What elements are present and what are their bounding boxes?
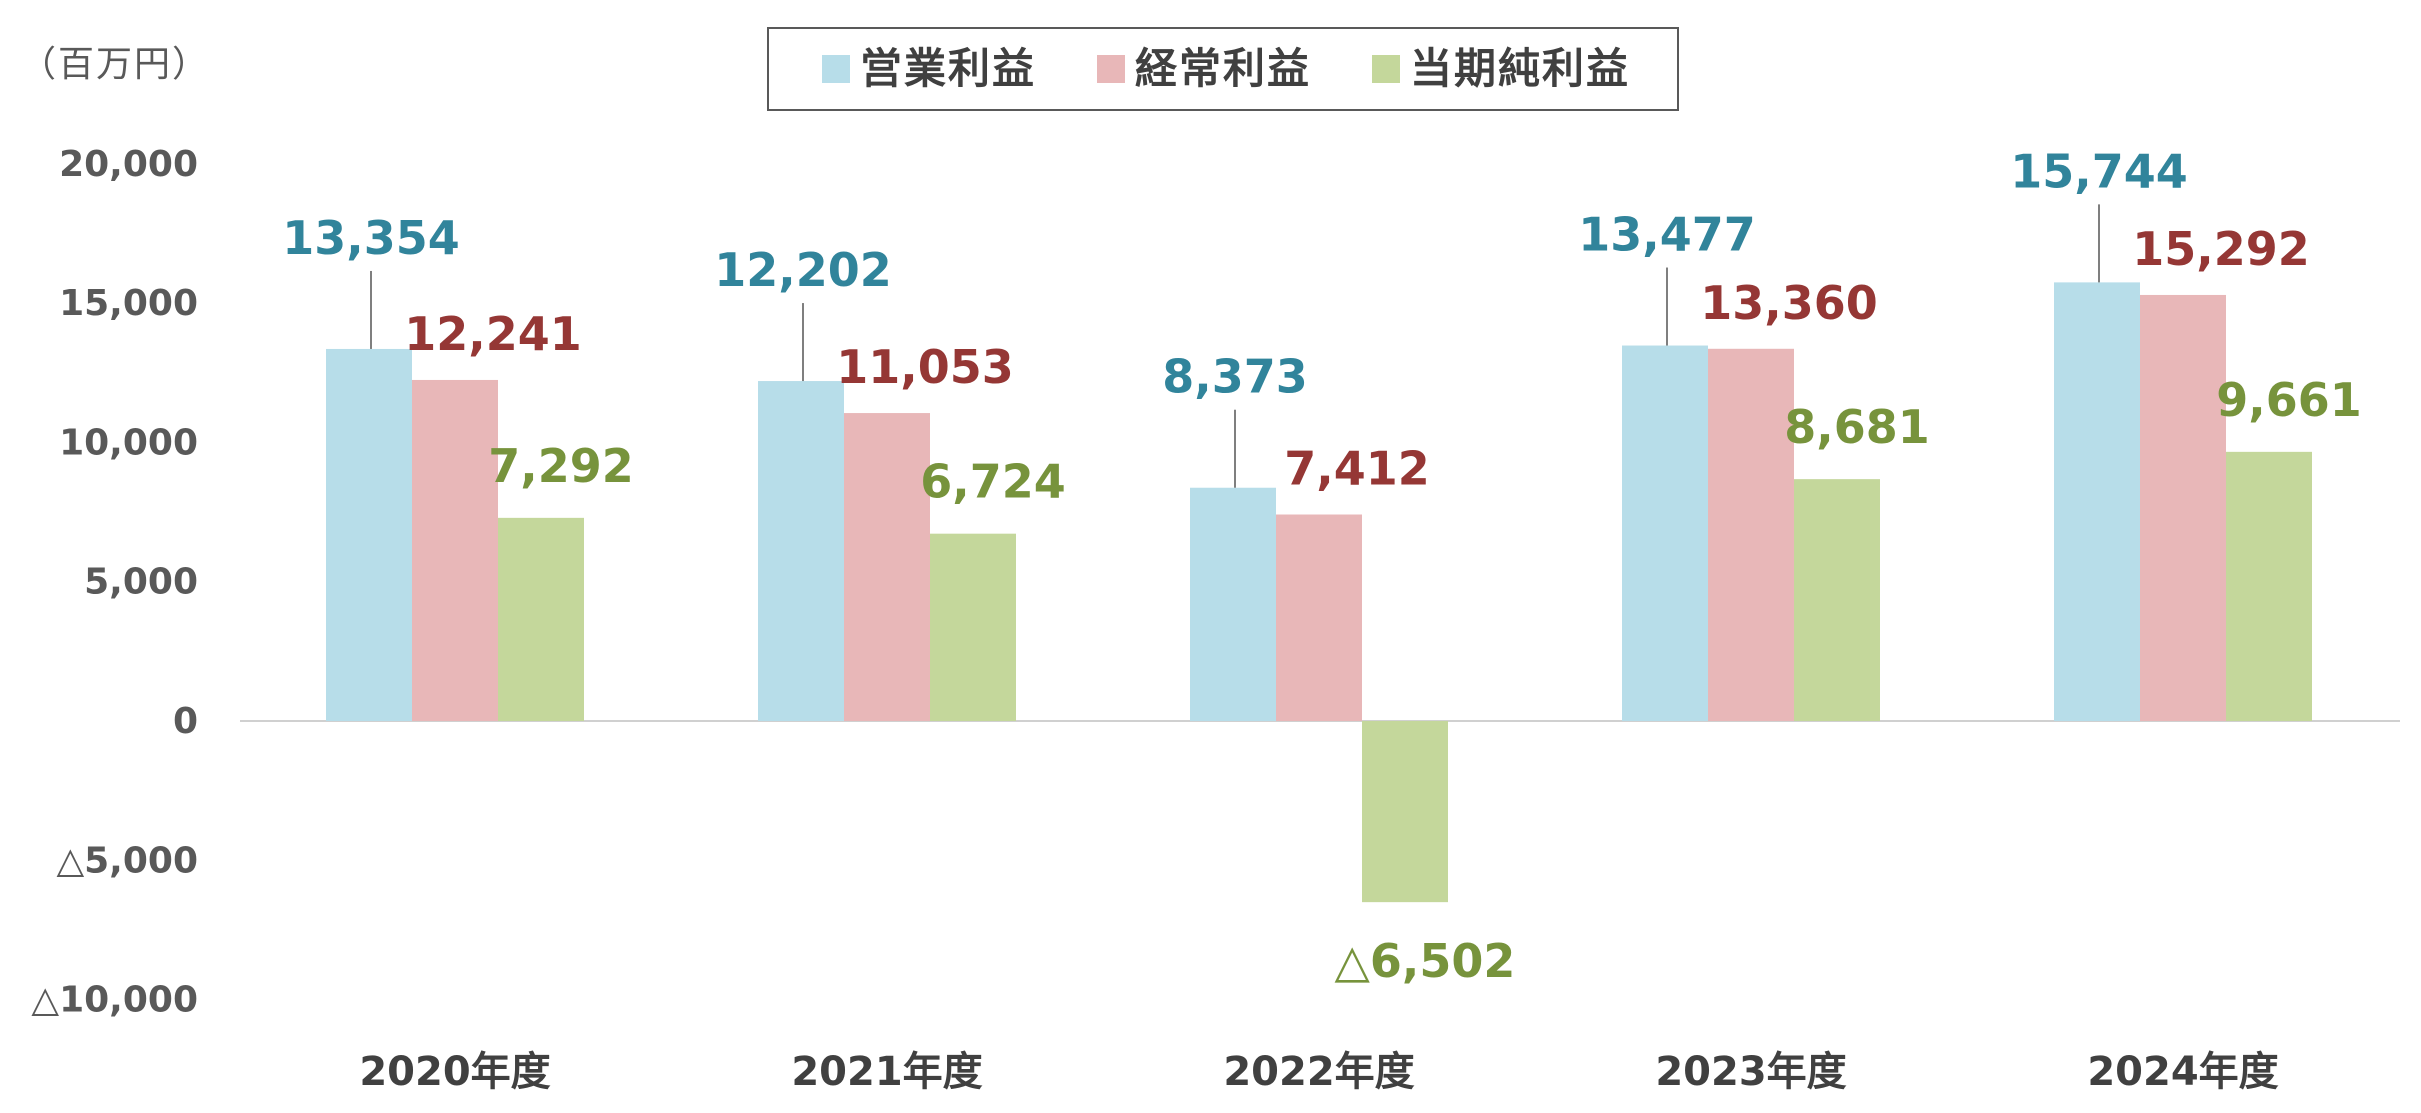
data-label: 15,744 bbox=[2010, 144, 2188, 198]
x-category-label: 2020年度 bbox=[359, 1049, 550, 1095]
data-label: 12,202 bbox=[714, 243, 892, 297]
data-label: 12,241 bbox=[404, 307, 582, 361]
bar-1 bbox=[758, 381, 844, 721]
y-tick-label: △5,000 bbox=[56, 840, 198, 881]
data-label: 13,477 bbox=[1578, 208, 1756, 262]
y-tick-label: 0 bbox=[173, 701, 198, 742]
data-label: 15,292 bbox=[2132, 222, 2310, 276]
bar-2 bbox=[844, 413, 930, 721]
y-tick-label: 15,000 bbox=[59, 283, 198, 324]
x-category-label: 2023年度 bbox=[1655, 1049, 1846, 1095]
bar-3 bbox=[1794, 479, 1880, 721]
legend-swatch bbox=[1372, 55, 1400, 83]
bar-3 bbox=[1362, 721, 1448, 903]
unit-label: （百万円） bbox=[20, 44, 210, 85]
bar-3 bbox=[930, 533, 1016, 721]
legend-label: 当期純利益 bbox=[1410, 44, 1630, 93]
data-label: 9,661 bbox=[2216, 373, 2362, 427]
bar-2 bbox=[2140, 294, 2226, 721]
x-category-label: 2021年度 bbox=[791, 1049, 982, 1095]
bar-2 bbox=[1708, 348, 1794, 721]
bar-3 bbox=[498, 517, 584, 721]
y-tick-label: 5,000 bbox=[84, 562, 198, 603]
data-label: 13,354 bbox=[282, 211, 460, 265]
data-label: 8,373 bbox=[1162, 350, 1308, 404]
data-label: 6,724 bbox=[920, 455, 1066, 509]
x-category-label: 2024年度 bbox=[2087, 1049, 2278, 1095]
data-label: 11,053 bbox=[836, 340, 1014, 394]
legend-box bbox=[767, 27, 1679, 111]
data-label: 13,360 bbox=[1700, 276, 1878, 330]
bar-2 bbox=[1276, 514, 1362, 721]
data-label: 7,412 bbox=[1284, 442, 1430, 496]
bar-1 bbox=[326, 348, 412, 721]
legend-label: 営業利益 bbox=[860, 44, 1036, 93]
y-tick-label: 20,000 bbox=[59, 144, 198, 185]
legend-swatch bbox=[822, 55, 850, 83]
y-tick-label: △10,000 bbox=[31, 980, 198, 1021]
data-label: 8,681 bbox=[1784, 400, 1930, 454]
bar-1 bbox=[1622, 345, 1708, 721]
x-category-label: 2022年度 bbox=[1223, 1049, 1414, 1095]
bar-1 bbox=[2054, 282, 2140, 721]
data-label: 7,292 bbox=[488, 439, 634, 493]
legend-label: 経常利益 bbox=[1135, 44, 1311, 93]
y-tick-label: 10,000 bbox=[59, 422, 198, 463]
bar-3 bbox=[2226, 451, 2312, 721]
bar-1 bbox=[1190, 487, 1276, 721]
bar-2 bbox=[412, 379, 498, 721]
legend-swatch bbox=[1097, 55, 1125, 83]
legend: 営業利益 経常利益 当期純利益 bbox=[767, 27, 1679, 111]
data-label: △6,502 bbox=[1335, 934, 1516, 988]
